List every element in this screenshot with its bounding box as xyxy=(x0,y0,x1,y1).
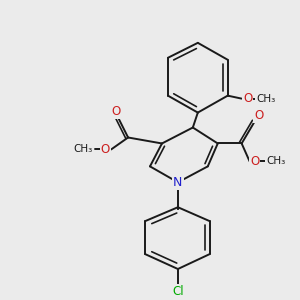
Text: N: N xyxy=(173,176,183,189)
Text: Cl: Cl xyxy=(172,285,184,298)
Text: CH₃: CH₃ xyxy=(266,156,285,167)
Text: CH₃: CH₃ xyxy=(256,94,275,103)
Text: O: O xyxy=(243,92,252,105)
Text: O: O xyxy=(250,155,259,168)
Text: O: O xyxy=(100,143,110,156)
Text: O: O xyxy=(112,105,121,118)
Text: CH₃: CH₃ xyxy=(74,144,93,154)
Text: O: O xyxy=(254,109,263,122)
